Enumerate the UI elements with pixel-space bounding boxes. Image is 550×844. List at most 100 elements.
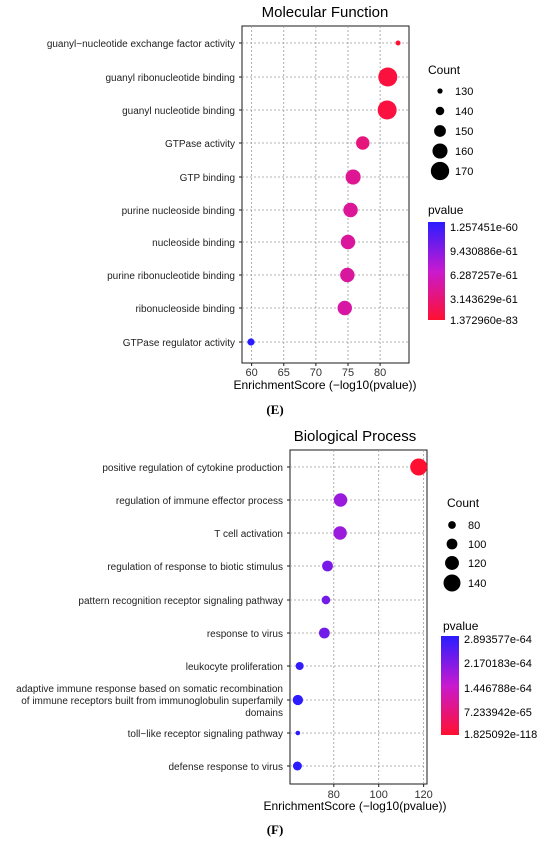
y-term-label: purine nucleoside binding xyxy=(122,206,235,217)
chart-molecular-function: Molecular Function guanyl−nucleotide exc… xyxy=(47,4,518,417)
count-legend-label: 140 xyxy=(455,106,473,118)
x-axis-ticks: 60 65 70 75 80 xyxy=(246,363,386,379)
x-tick-label: 120 xyxy=(414,789,432,801)
pvalue-legend-title: pvalue xyxy=(443,619,479,633)
pvalue-legend-label: 1.446788e-64 xyxy=(464,683,532,695)
count-legend-label: 150 xyxy=(455,126,473,138)
pvalue-legend-label: 9.430886e-61 xyxy=(450,246,518,258)
y-term-label: guanyl−nucleotide exchange factor activi… xyxy=(47,39,235,50)
pvalue-legend-label: 6.287257e-61 xyxy=(450,270,518,282)
x-tick-label: 80 xyxy=(374,367,386,379)
count-legend-title: Count xyxy=(447,496,480,510)
data-point xyxy=(292,761,302,771)
y-term-label: defense response to virus xyxy=(168,762,283,773)
data-point xyxy=(247,338,255,346)
count-legend-dot xyxy=(446,538,458,550)
data-point xyxy=(395,40,401,46)
x-tick-label: 60 xyxy=(246,367,258,379)
gridlines xyxy=(290,450,427,784)
pvalue-colorbar xyxy=(428,222,445,320)
count-legend-label: 80 xyxy=(468,520,480,532)
y-term-label: leukocyte proliferation xyxy=(186,662,283,673)
pvalue-legend-label: 1.372960e-83 xyxy=(450,315,518,327)
count-legend-dot xyxy=(435,106,445,116)
pvalue-legend-label: 3.143629e-61 xyxy=(450,294,518,306)
y-term-label: nucleoside binding xyxy=(152,238,235,249)
count-legend-label: 130 xyxy=(455,86,473,98)
plot-area xyxy=(241,25,410,364)
y-term-label: purine ribonucleotide binding xyxy=(107,271,235,282)
pvalue-legend-label: 2.893577e-64 xyxy=(464,634,532,646)
data-point xyxy=(295,661,304,671)
data-points xyxy=(292,458,428,771)
y-term-label: response to virus xyxy=(207,629,283,640)
data-point xyxy=(295,730,301,736)
count-legend: Count 80 100 120 140 xyxy=(443,496,486,592)
data-point xyxy=(337,300,352,316)
panel-label-e: (E) xyxy=(266,402,283,417)
count-legend-label: 160 xyxy=(455,146,473,158)
y-term-label: positive regulation of cytokine producti… xyxy=(102,463,283,474)
data-point xyxy=(340,267,355,283)
y-term-label: ribonucleoside binding xyxy=(135,304,235,315)
y-axis-terms: positive regulation of cytokine producti… xyxy=(16,463,290,773)
data-point xyxy=(410,458,428,476)
y-term-label: GTPase regulator activity xyxy=(123,338,235,349)
data-points xyxy=(247,40,401,346)
pvalue-legend-title: pvalue xyxy=(428,203,464,217)
y-term-label: adaptive immune response based on somati… xyxy=(16,684,283,719)
data-point xyxy=(322,560,333,572)
y-term-label: regulation of immune effector process xyxy=(116,496,283,507)
y-term-label: guanyl ribonucleotide binding xyxy=(105,73,235,84)
count-legend-dot xyxy=(432,143,448,159)
count-legend-label: 140 xyxy=(468,578,486,590)
pvalue-legend: pvalue 2.893577e-64 2.170183e-64 1.446788e… xyxy=(441,619,537,741)
x-tick-label: 80 xyxy=(328,789,340,801)
count-legend-dot xyxy=(434,125,446,137)
count-legend-title: Count xyxy=(428,63,461,77)
y-axis-terms: guanyl−nucleotide exchange factor activi… xyxy=(47,39,242,349)
y-term-label: GTP binding xyxy=(180,173,235,184)
pvalue-legend-label: 2.170183e-64 xyxy=(464,658,532,670)
count-legend-label: 120 xyxy=(468,558,486,570)
data-point xyxy=(343,202,358,218)
data-point xyxy=(318,627,330,639)
y-term-label: GTPase activity xyxy=(165,139,235,150)
y-term-label: regulation of response to biotic stimulu… xyxy=(107,562,283,573)
chart-biological-process: Biological Process positive regulation o… xyxy=(16,428,537,837)
pvalue-legend-label: 1.825092e-118 xyxy=(464,729,537,741)
data-point xyxy=(377,100,397,120)
count-legend-label: 170 xyxy=(455,166,473,178)
panel-label-f: (F) xyxy=(267,822,284,837)
chart-title: Molecular Function xyxy=(262,4,389,21)
count-legend-dot xyxy=(445,556,459,570)
x-tick-label: 65 xyxy=(278,367,290,379)
data-point xyxy=(345,169,361,185)
count-legend-label: 100 xyxy=(468,539,486,551)
plot-area xyxy=(289,449,428,785)
count-legend-dot xyxy=(448,521,456,529)
data-point xyxy=(321,595,331,605)
data-point xyxy=(340,234,356,250)
count-legend-dot xyxy=(437,88,443,94)
data-point xyxy=(333,526,347,540)
y-term-label: guanyl nucleotide binding xyxy=(122,106,235,117)
data-point xyxy=(356,136,370,150)
pvalue-legend-label: 1.257451e-60 xyxy=(450,222,518,234)
data-point xyxy=(378,67,398,87)
pvalue-colorbar xyxy=(441,636,459,735)
y-term-label: pattern recognition receptor signaling p… xyxy=(78,596,283,607)
data-point xyxy=(333,493,348,507)
x-tick-label: 70 xyxy=(310,367,322,379)
x-tick-label: 100 xyxy=(370,789,388,801)
data-point xyxy=(292,694,304,706)
x-axis-ticks: 80 100 120 xyxy=(328,784,433,801)
pvalue-legend: pvalue 1.257451e-60 9.430886e-61 6.287257e… xyxy=(428,203,518,327)
count-legend-dot xyxy=(443,574,461,592)
y-term-label: toll−like receptor signaling pathway xyxy=(128,729,283,740)
count-legend-dot xyxy=(430,161,450,181)
chart-title: Biological Process xyxy=(294,428,417,445)
x-axis-label: EnrichmentScore (−log10(pvalue)) xyxy=(263,799,446,813)
pvalue-legend-label: 7.233942e-65 xyxy=(464,707,532,719)
